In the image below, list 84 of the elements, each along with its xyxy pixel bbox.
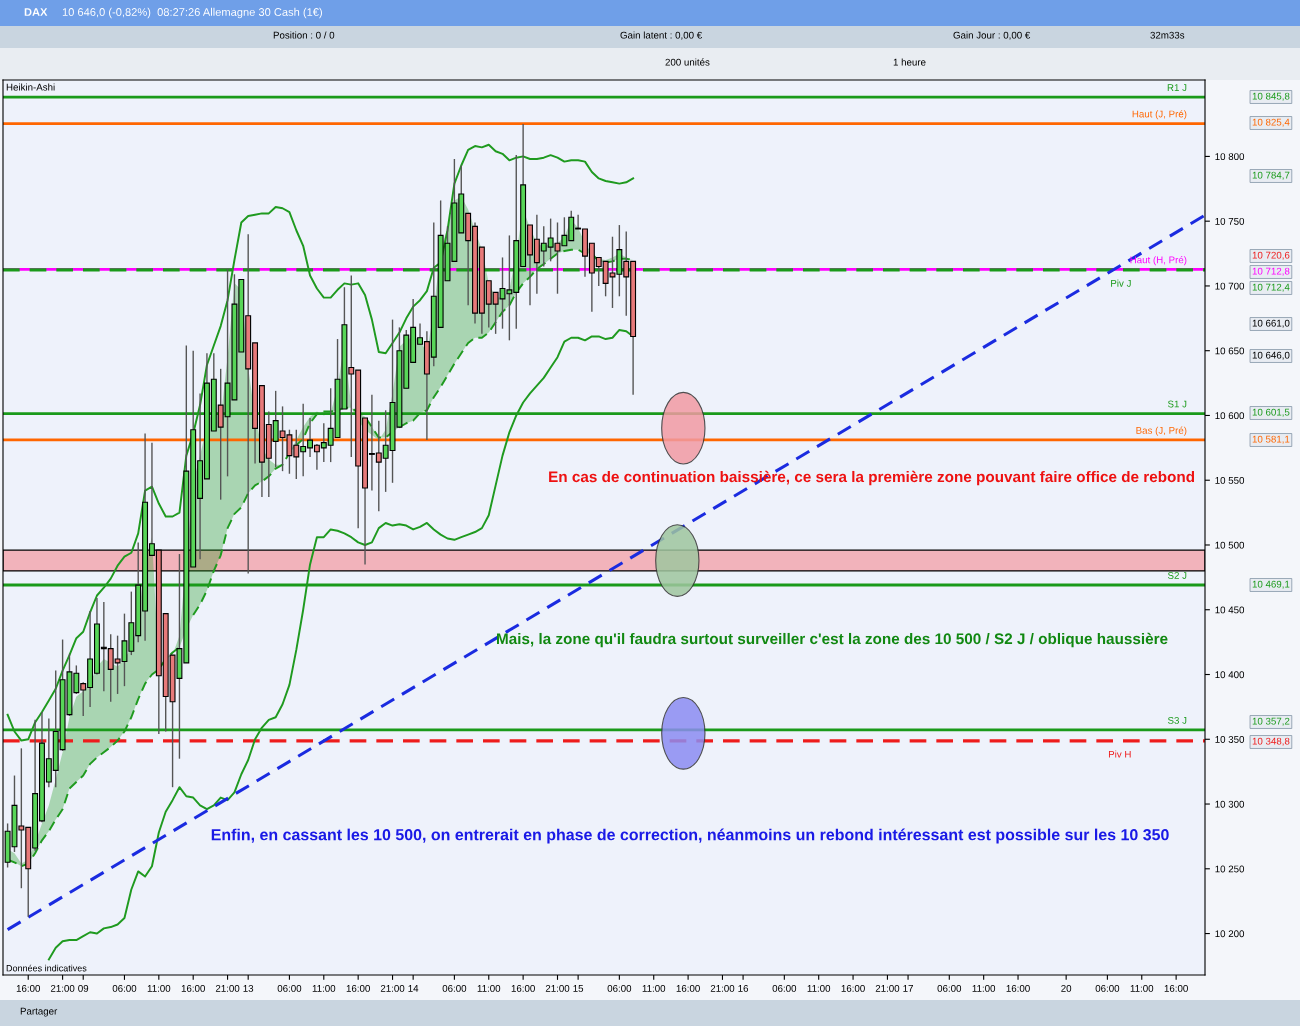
x-tick-label: 06:00: [112, 984, 137, 992]
x-tick-label: 11:00: [972, 984, 996, 992]
ref-line-label: Piv H: [1108, 750, 1131, 758]
x-tick-label: 15: [573, 985, 584, 992]
text: 10 601,5: [1252, 408, 1290, 417]
chart-title: DAX: [24, 8, 48, 16]
ref-line-label: Bas (J, Pré): [1136, 426, 1187, 436]
annotation: Mais, la zone qu'il faudra surtout surveiller c'est la zone des 10 500 / S2 J / oblique haussière: [497, 632, 1168, 648]
text: Partager: [20, 1007, 58, 1017]
x-tick-label: 06:00: [277, 984, 302, 992]
ref-line-label: R1 J: [1167, 84, 1187, 92]
text: 10 357,2: [1252, 717, 1290, 726]
x-tick-label: 16:00: [841, 984, 865, 992]
annotation: Heikin-Ashi: [6, 83, 55, 91]
y-tick-label: 10 400: [1215, 671, 1245, 679]
x-tick-label: 06:00: [772, 984, 797, 992]
text: Gain Jour : 0,00 €: [953, 31, 1031, 40]
y-tick-label: 10 250: [1215, 865, 1245, 873]
x-tick-label: 11:00: [312, 984, 336, 992]
ref-line-label: Haut (J, Pré): [1132, 110, 1187, 120]
x-tick-label: 16: [738, 984, 749, 992]
x-tick-label: 16:00: [1164, 984, 1188, 992]
x-tick-label: 21:00: [545, 984, 570, 992]
ref-line-label: S1 J: [1167, 400, 1187, 408]
x-tick-label: 09: [78, 984, 89, 992]
y-tick-label: 10 450: [1215, 606, 1245, 614]
text: 10 720,6: [1252, 251, 1290, 260]
x-tick-label: 21:00: [875, 984, 900, 992]
x-tick-label: 20: [1061, 984, 1072, 992]
ref-line-label: S2 J: [1167, 572, 1187, 579]
x-tick-label: 11:00: [477, 984, 501, 992]
annotation: En cas de continuation baissière, ce sera la première zone pouvant faire office de rebond: [549, 470, 1195, 486]
x-tick-label: 11:00: [642, 984, 666, 992]
x-tick-label: 11:00: [1130, 984, 1154, 992]
text: 10 784,7: [1252, 171, 1290, 180]
x-tick-label: 16:00: [511, 984, 535, 992]
y-tick-label: 10 600: [1215, 412, 1245, 420]
x-tick-label: 17: [903, 985, 913, 992]
text: Position : 0 / 0: [273, 31, 335, 39]
x-tick-label: 11:00: [147, 984, 171, 992]
x-tick-label: 16:00: [676, 984, 700, 992]
ref-line-label: S3 J: [1167, 716, 1187, 724]
y-tick-label: 10 700: [1215, 282, 1245, 290]
ref-line-label: Haut (H, Pré): [1130, 256, 1187, 266]
x-tick-label: 21:00: [380, 984, 405, 992]
x-tick-label: 21:00: [215, 984, 240, 992]
text: 10 845,8: [1252, 92, 1290, 101]
x-tick-label: 14: [408, 985, 419, 992]
y-tick-label: 10 300: [1215, 800, 1245, 808]
text: 10 581,1: [1252, 435, 1290, 444]
y-tick-label: 10 650: [1215, 347, 1245, 355]
text: 10 661,0: [1252, 319, 1290, 328]
x-tick-label: 11:00: [807, 984, 831, 992]
text: 10 712,4: [1252, 283, 1290, 292]
annotation: Données indicatives: [6, 964, 87, 972]
y-tick-label: 10 800: [1215, 153, 1245, 161]
text: 10 712,8: [1252, 267, 1290, 276]
text: Gain latent : 0,00 €: [620, 31, 703, 40]
text: 10 348,8: [1252, 737, 1290, 746]
x-tick-label: 06:00: [1095, 984, 1120, 992]
x-tick-label: 06:00: [937, 984, 962, 992]
text: 10 646,0: [1252, 351, 1290, 360]
x-tick-label: 13: [243, 984, 254, 992]
x-tick-label: 06:00: [607, 984, 632, 992]
y-tick-label: 10 500: [1215, 541, 1245, 549]
x-tick-label: 06:00: [442, 984, 467, 992]
text: 32m33s: [1150, 31, 1185, 39]
y-tick-label: 10 750: [1215, 217, 1245, 225]
text: 10 825,4: [1252, 118, 1290, 127]
x-tick-label: 21:00: [50, 984, 75, 992]
y-tick-label: 10 200: [1215, 930, 1245, 938]
y-tick-label: 10 350: [1215, 736, 1245, 743]
text: 1 heure: [893, 58, 926, 66]
text: 10 469,1: [1252, 580, 1290, 589]
chart-subtitle: 10 646,0 (-0,82%) 08:27:26 Allemagne 30 Cash (1€): [62, 7, 322, 19]
x-tick-label: 16:00: [1006, 984, 1030, 992]
text: 200 unités: [665, 58, 710, 66]
x-tick-label: 16:00: [16, 984, 41, 992]
annotation: Enfin, en cassant les 10 500, on entrerait en phase de correction, néanmoins un rebond intéressant est possible sur les 10 350: [211, 828, 1169, 844]
x-tick-label: 16:00: [346, 984, 370, 992]
x-tick-label: 21:00: [710, 984, 735, 992]
x-tick-label: 16:00: [181, 984, 205, 992]
y-tick-label: 10 550: [1215, 476, 1245, 484]
ref-line-label: Piv J: [1111, 279, 1131, 287]
